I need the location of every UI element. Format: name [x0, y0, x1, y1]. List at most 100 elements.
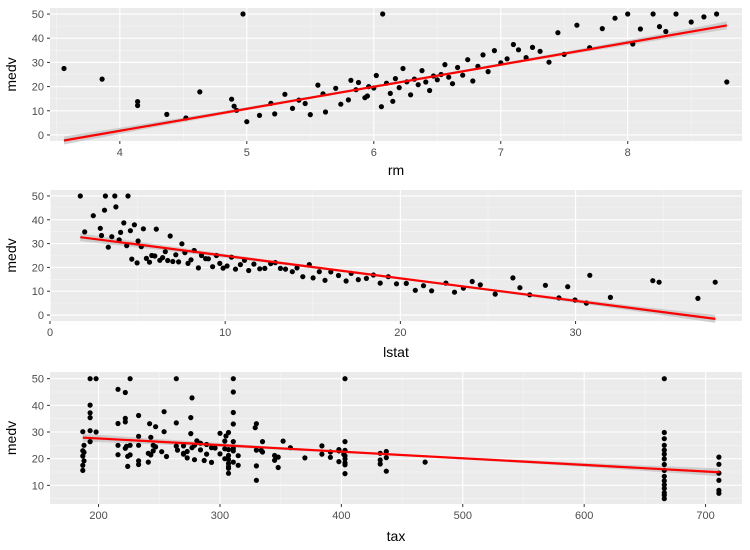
data-point — [225, 452, 232, 459]
data-point — [383, 455, 389, 461]
x-tick-label: 300 — [211, 510, 229, 522]
y-tick-label: 10 — [32, 106, 44, 118]
data-point — [427, 87, 433, 94]
data-point — [701, 14, 707, 20]
x-tick-label: 400 — [332, 510, 350, 522]
data-point — [115, 386, 121, 392]
data-point — [396, 85, 402, 91]
x-tick-label: 4 — [117, 147, 123, 159]
data-point — [302, 100, 308, 107]
data-point — [637, 26, 644, 32]
data-point — [146, 259, 153, 265]
data-point — [136, 458, 142, 464]
y-tick-label: 20 — [32, 454, 44, 466]
data-point — [225, 470, 232, 476]
data-point — [127, 452, 133, 458]
data-point — [408, 92, 414, 98]
y-axis-title: medv — [3, 421, 19, 455]
data-point — [225, 465, 232, 471]
data-point — [542, 282, 549, 288]
data-point — [364, 93, 370, 99]
data-point — [345, 97, 351, 103]
data-point — [523, 55, 529, 61]
data-point — [185, 260, 191, 266]
data-point — [80, 467, 86, 473]
data-point — [390, 98, 396, 104]
data-point — [115, 452, 121, 458]
data-point — [316, 269, 322, 275]
data-point — [230, 389, 236, 395]
data-point — [150, 448, 156, 454]
data-point — [342, 471, 348, 477]
y-axis-title: medv — [3, 57, 19, 91]
data-point — [97, 225, 103, 231]
data-point — [87, 415, 93, 421]
data-point — [661, 429, 667, 436]
data-point — [714, 11, 720, 17]
rm-vs-medv-plot: 4 5 6 7 8 0 10 20 30 40 50 rm medv — [3, 8, 742, 178]
data-point — [152, 253, 158, 259]
data-point — [252, 425, 258, 431]
data-point — [253, 447, 259, 453]
panel-background — [50, 372, 742, 504]
data-point — [109, 234, 115, 240]
data-point — [140, 226, 146, 232]
y-tick-label: 40 — [32, 33, 44, 45]
y-tick-label: 10 — [32, 286, 44, 298]
data-point — [387, 90, 393, 96]
data-point — [322, 109, 329, 115]
data-point — [93, 376, 99, 382]
data-point — [383, 468, 389, 474]
data-point — [272, 111, 278, 117]
data-point — [217, 451, 223, 457]
data-point — [587, 272, 593, 278]
data-point — [661, 436, 667, 442]
data-point — [188, 415, 194, 421]
data-point — [135, 102, 141, 109]
data-point — [282, 266, 289, 272]
data-point — [80, 462, 86, 468]
data-point — [338, 101, 344, 107]
data-point — [136, 461, 142, 468]
y-axis-title: medv — [3, 238, 19, 272]
data-point — [251, 261, 257, 267]
data-point — [204, 451, 210, 457]
data-point — [529, 44, 536, 51]
data-point — [148, 434, 154, 440]
x-axis-title: tax — [387, 528, 406, 544]
data-point — [377, 280, 383, 286]
data-point — [197, 89, 203, 95]
data-point — [259, 439, 266, 445]
data-point — [661, 456, 667, 462]
data-point — [153, 424, 159, 430]
data-point — [210, 264, 216, 270]
data-point — [275, 464, 281, 471]
y-tick-label: 50 — [32, 374, 44, 386]
data-point — [231, 103, 237, 109]
data-point — [460, 72, 466, 78]
data-point — [485, 69, 491, 75]
data-point — [378, 104, 384, 110]
y-tick-label: 20 — [32, 82, 44, 94]
x-tick-label: 5 — [244, 147, 250, 159]
data-point — [159, 449, 165, 455]
x-axis-title: rm — [388, 162, 404, 178]
x-tick-label: 6 — [371, 147, 377, 159]
data-point — [355, 79, 362, 86]
data-point — [322, 277, 328, 283]
data-point — [355, 277, 361, 283]
data-point — [208, 459, 215, 465]
data-point — [212, 445, 218, 451]
data-point — [173, 420, 179, 426]
data-point — [225, 429, 232, 436]
data-point — [277, 265, 283, 271]
data-point — [195, 265, 201, 271]
data-point — [93, 429, 99, 435]
data-point — [87, 439, 93, 445]
data-point — [229, 96, 235, 102]
data-point — [99, 76, 105, 82]
data-point — [217, 430, 223, 436]
data-point — [716, 454, 722, 460]
data-point — [470, 78, 476, 84]
data-point — [244, 119, 250, 125]
